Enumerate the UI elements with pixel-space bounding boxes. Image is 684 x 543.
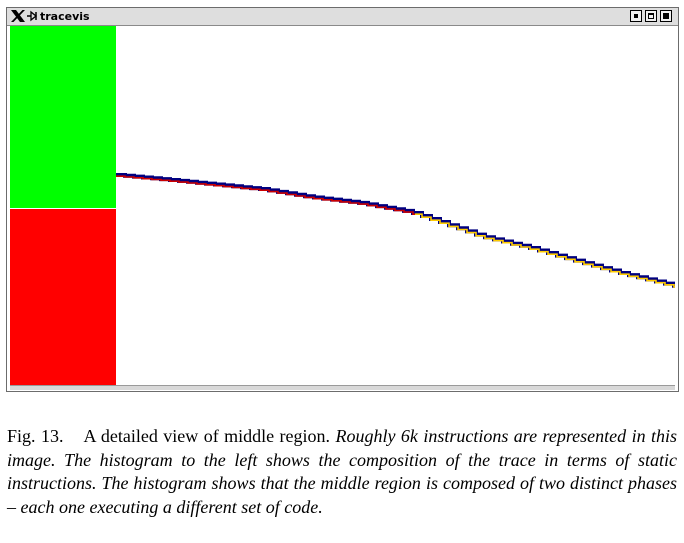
x-logo-icon bbox=[11, 10, 25, 22]
minimize-icon bbox=[634, 14, 638, 18]
close-icon bbox=[663, 13, 669, 19]
window-title: tracevis bbox=[40, 10, 90, 23]
close-button[interactable] bbox=[660, 10, 672, 22]
horizontal-scrollbar[interactable] bbox=[10, 385, 675, 390]
figure-label: Fig. 13. bbox=[7, 426, 64, 446]
histogram-phase-a-bar bbox=[10, 26, 116, 208]
maximize-icon bbox=[648, 13, 654, 19]
trace-outline bbox=[116, 173, 675, 288]
caption-lead: A detailed view of middle region. bbox=[83, 426, 331, 446]
trace-stripe-phase-b bbox=[415, 213, 675, 288]
histogram-phase-b-bar bbox=[10, 209, 116, 386]
figure-caption: Fig. 13. A detailed view of middle region… bbox=[7, 425, 677, 519]
caption-body: Roughly 6k instructions are represented … bbox=[7, 426, 678, 517]
maximize-button[interactable] bbox=[645, 10, 657, 22]
trace-canvas[interactable] bbox=[10, 26, 675, 386]
minimize-button[interactable] bbox=[630, 10, 642, 22]
tracevis-window: tracevis bbox=[6, 7, 679, 392]
tracevis-app-icon bbox=[27, 10, 38, 22]
trace-stripe-phase-a bbox=[116, 175, 415, 216]
title-bar[interactable]: tracevis bbox=[7, 8, 678, 26]
instruction-trace-plot bbox=[116, 173, 675, 288]
